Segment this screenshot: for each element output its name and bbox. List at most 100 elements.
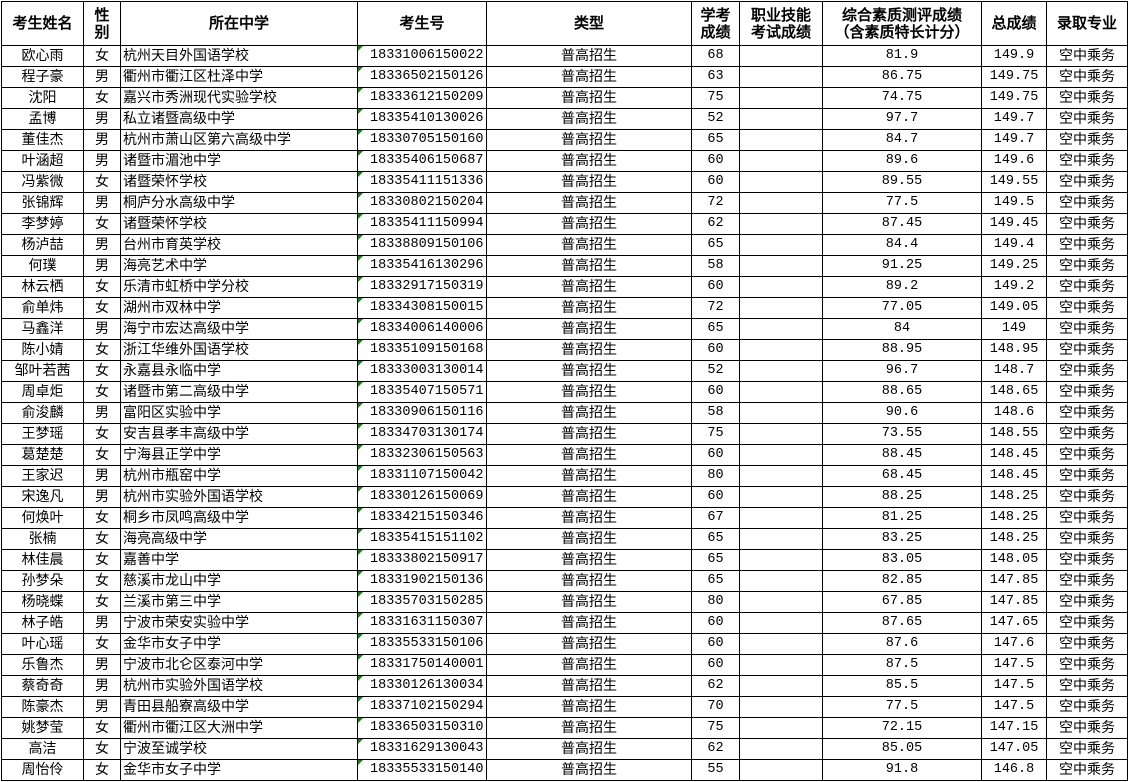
xk-score-cell[interactable]: 55	[691, 759, 740, 781]
xk-score-cell[interactable]: 65	[691, 549, 740, 571]
major-cell[interactable]: 空中乘务	[1046, 696, 1128, 718]
total-score-cell[interactable]: 149.6	[981, 150, 1047, 172]
name-cell[interactable]: 陈豪杰	[1, 696, 84, 718]
student-id-cell[interactable]: 18336503150310	[357, 717, 487, 739]
total-score-cell[interactable]: 148.45	[981, 444, 1047, 466]
type-cell[interactable]: 普高招生	[486, 234, 692, 256]
major-cell[interactable]: 空中乘务	[1046, 297, 1128, 319]
vocational-score-cell[interactable]	[739, 276, 823, 298]
xk-score-cell[interactable]: 72	[691, 192, 740, 214]
vocational-score-cell[interactable]	[739, 465, 823, 487]
header-gender[interactable]: 性别	[83, 1, 121, 46]
type-cell[interactable]: 普高招生	[486, 528, 692, 550]
xk-score-cell[interactable]: 75	[691, 87, 740, 109]
xk-score-cell[interactable]: 65	[691, 234, 740, 256]
vocational-score-cell[interactable]	[739, 444, 823, 466]
gender-cell[interactable]: 男	[83, 675, 121, 697]
name-cell[interactable]: 林佳晨	[1, 549, 84, 571]
comprehensive-score-cell[interactable]: 77.05	[822, 297, 982, 319]
student-id-cell[interactable]: 18332917150319	[357, 276, 487, 298]
name-cell[interactable]: 叶心瑶	[1, 633, 84, 655]
school-cell[interactable]: 乐清市虹桥中学分校	[120, 276, 358, 298]
major-cell[interactable]: 空中乘务	[1046, 339, 1128, 361]
header-major[interactable]: 录取专业	[1046, 1, 1128, 46]
student-id-cell[interactable]: 18334215150346	[357, 507, 487, 529]
major-cell[interactable]: 空中乘务	[1046, 738, 1128, 760]
school-cell[interactable]: 桐庐分水高级中学	[120, 192, 358, 214]
major-cell[interactable]: 空中乘务	[1046, 591, 1128, 613]
comprehensive-score-cell[interactable]: 68.45	[822, 465, 982, 487]
name-cell[interactable]: 马鑫洋	[1, 318, 84, 340]
type-cell[interactable]: 普高招生	[486, 276, 692, 298]
name-cell[interactable]: 邹叶若茜	[1, 360, 84, 382]
comprehensive-score-cell[interactable]: 72.15	[822, 717, 982, 739]
vocational-score-cell[interactable]	[739, 528, 823, 550]
gender-cell[interactable]: 女	[83, 717, 121, 739]
type-cell[interactable]: 普高招生	[486, 381, 692, 403]
gender-cell[interactable]: 女	[83, 360, 121, 382]
gender-cell[interactable]: 女	[83, 570, 121, 592]
xk-score-cell[interactable]: 72	[691, 297, 740, 319]
student-id-cell[interactable]: 18331107150042	[357, 465, 487, 487]
comprehensive-score-cell[interactable]: 67.85	[822, 591, 982, 613]
student-id-cell[interactable]: 18335109150168	[357, 339, 487, 361]
total-score-cell[interactable]: 148.25	[981, 528, 1047, 550]
total-score-cell[interactable]: 147.85	[981, 570, 1047, 592]
student-id-cell[interactable]: 18330705150160	[357, 129, 487, 151]
school-cell[interactable]: 衢州市衢江区杜泽中学	[120, 66, 358, 88]
major-cell[interactable]: 空中乘务	[1046, 570, 1128, 592]
vocational-score-cell[interactable]	[739, 612, 823, 634]
student-id-cell[interactable]: 18337102150294	[357, 696, 487, 718]
school-cell[interactable]: 宁波至诚学校	[120, 738, 358, 760]
xk-score-cell[interactable]: 65	[691, 528, 740, 550]
xk-score-cell[interactable]: 65	[691, 129, 740, 151]
gender-cell[interactable]: 女	[83, 87, 121, 109]
comprehensive-score-cell[interactable]: 90.6	[822, 402, 982, 424]
vocational-score-cell[interactable]	[739, 633, 823, 655]
total-score-cell[interactable]: 148.55	[981, 423, 1047, 445]
gender-cell[interactable]: 男	[83, 465, 121, 487]
gender-cell[interactable]: 男	[83, 318, 121, 340]
gender-cell[interactable]: 女	[83, 297, 121, 319]
vocational-score-cell[interactable]	[739, 360, 823, 382]
total-score-cell[interactable]: 148.25	[981, 507, 1047, 529]
name-cell[interactable]: 陈小婧	[1, 339, 84, 361]
comprehensive-score-cell[interactable]: 89.6	[822, 150, 982, 172]
total-score-cell[interactable]: 149.25	[981, 255, 1047, 277]
comprehensive-score-cell[interactable]: 83.25	[822, 528, 982, 550]
header-name[interactable]: 考生姓名	[1, 1, 84, 46]
comprehensive-score-cell[interactable]: 97.7	[822, 108, 982, 130]
major-cell[interactable]: 空中乘务	[1046, 66, 1128, 88]
gender-cell[interactable]: 女	[83, 423, 121, 445]
xk-score-cell[interactable]: 67	[691, 507, 740, 529]
gender-cell[interactable]: 女	[83, 213, 121, 235]
school-cell[interactable]: 富阳区实验中学	[120, 402, 358, 424]
xk-score-cell[interactable]: 52	[691, 108, 740, 130]
school-cell[interactable]: 宁海县正学中学	[120, 444, 358, 466]
total-score-cell[interactable]: 147.65	[981, 612, 1047, 634]
comprehensive-score-cell[interactable]: 85.05	[822, 738, 982, 760]
type-cell[interactable]: 普高招生	[486, 66, 692, 88]
school-cell[interactable]: 私立诸暨高级中学	[120, 108, 358, 130]
school-cell[interactable]: 嘉兴市秀洲现代实验学校	[120, 87, 358, 109]
total-score-cell[interactable]: 147.15	[981, 717, 1047, 739]
comprehensive-score-cell[interactable]: 81.9	[822, 45, 982, 67]
school-cell[interactable]: 安吉县孝丰高级中学	[120, 423, 358, 445]
comprehensive-score-cell[interactable]: 84.7	[822, 129, 982, 151]
gender-cell[interactable]: 女	[83, 171, 121, 193]
gender-cell[interactable]: 男	[83, 192, 121, 214]
student-id-cell[interactable]: 18335533150106	[357, 633, 487, 655]
gender-cell[interactable]: 女	[83, 444, 121, 466]
xk-score-cell[interactable]: 60	[691, 339, 740, 361]
vocational-score-cell[interactable]	[739, 171, 823, 193]
name-cell[interactable]: 冯紫微	[1, 171, 84, 193]
student-id-cell[interactable]: 18334703130174	[357, 423, 487, 445]
xk-score-cell[interactable]: 80	[691, 465, 740, 487]
xk-score-cell[interactable]: 60	[691, 150, 740, 172]
total-score-cell[interactable]: 148.7	[981, 360, 1047, 382]
total-score-cell[interactable]: 149.55	[981, 171, 1047, 193]
name-cell[interactable]: 何璞	[1, 255, 84, 277]
school-cell[interactable]: 杭州市实验外国语学校	[120, 486, 358, 508]
comprehensive-score-cell[interactable]: 89.2	[822, 276, 982, 298]
xk-score-cell[interactable]: 60	[691, 171, 740, 193]
